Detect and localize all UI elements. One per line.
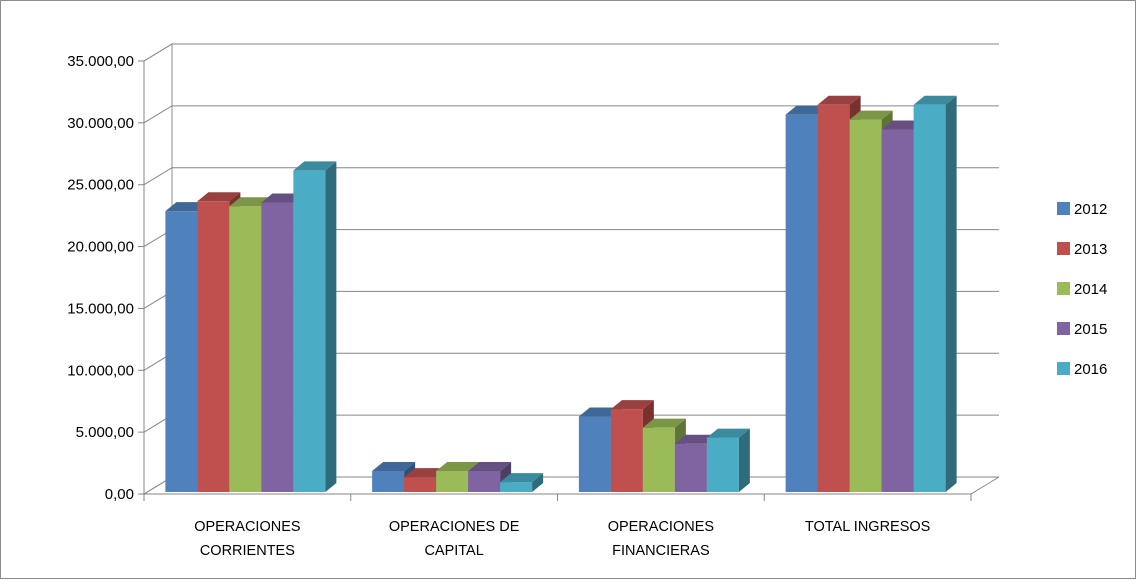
bar-front <box>642 427 675 492</box>
y-tick-label: 15.000,00 <box>67 300 134 317</box>
legend-label: 2016 <box>1074 361 1107 378</box>
bar-front <box>785 114 818 493</box>
bar-side <box>738 428 750 492</box>
y-tick-label: 10.000,00 <box>67 362 134 379</box>
bar-front <box>229 206 262 492</box>
bar-top <box>817 95 861 105</box>
bar-top <box>610 400 654 410</box>
bar-top <box>197 192 241 202</box>
category-label: CAPITAL <box>424 543 483 559</box>
legend-swatch <box>1057 322 1070 335</box>
axes <box>138 60 1000 501</box>
bar-front <box>261 202 294 492</box>
gridline <box>143 167 999 186</box>
bar-top <box>913 95 957 105</box>
y-tick-label: 0,00 <box>105 486 134 503</box>
legend-label: 2013 <box>1074 241 1107 258</box>
category-label: FINANCIERAS <box>612 543 710 559</box>
bar-front <box>165 211 198 492</box>
bar-front <box>197 201 230 492</box>
bar-front <box>500 482 533 492</box>
bar-front <box>468 470 501 492</box>
bar-front <box>404 477 437 492</box>
bar-front <box>817 104 850 492</box>
legend-swatch <box>1057 282 1070 295</box>
bar-top <box>372 461 416 471</box>
category-label: OPERACIONES DE <box>389 519 520 535</box>
y-tick-label: 20.000,00 <box>67 239 134 256</box>
bar-top <box>706 428 750 438</box>
category-label: CORRIENTES <box>200 543 295 559</box>
bar-front <box>881 129 914 492</box>
bar-top <box>436 461 480 471</box>
legend-swatch <box>1057 242 1070 255</box>
bar-series <box>165 95 957 493</box>
category-label: OPERACIONES <box>194 519 300 535</box>
legend-label: 2015 <box>1074 321 1107 338</box>
bar-front <box>610 409 643 492</box>
category-label: TOTAL INGRESOS <box>805 519 930 535</box>
legend-label: 2012 <box>1074 201 1107 218</box>
bar-front <box>372 470 405 492</box>
bar-side <box>945 95 957 492</box>
bar-top <box>468 461 512 471</box>
category-label: OPERACIONES <box>608 519 714 535</box>
bar-side <box>325 161 337 493</box>
bar-front <box>706 437 739 492</box>
bar-front <box>849 119 882 493</box>
bar-front <box>578 416 611 492</box>
bar-front <box>674 443 707 492</box>
y-tick-label: 25.000,00 <box>67 177 134 194</box>
bar-front <box>293 170 326 493</box>
bar-front <box>913 104 946 492</box>
y-tick-label: 30.000,00 <box>67 115 134 132</box>
bar-top <box>293 161 337 171</box>
bar-front <box>436 470 469 492</box>
x-axis-category-labels: OPERACIONES CORRIENTES OPERACIONES DE CAPIT… <box>194 519 930 559</box>
y-axis-tick-labels: 0,00 5.000,00 10.000,00 15.000,00 20.000,00 2… <box>67 53 134 503</box>
y-tick-label: 35.000,00 <box>67 53 134 70</box>
legend: 2012 2013 2014 2015 2016 <box>1057 201 1107 378</box>
bar-side <box>532 473 544 492</box>
legend-label: 2014 <box>1074 281 1107 298</box>
bar-top <box>849 110 893 120</box>
legend-swatch <box>1057 202 1070 215</box>
bar-top <box>642 418 686 428</box>
gridline <box>143 105 999 124</box>
y-tick-label: 5.000,00 <box>76 424 134 441</box>
bar-top <box>500 473 544 483</box>
legend-swatch <box>1057 362 1070 375</box>
gridline <box>143 43 999 62</box>
